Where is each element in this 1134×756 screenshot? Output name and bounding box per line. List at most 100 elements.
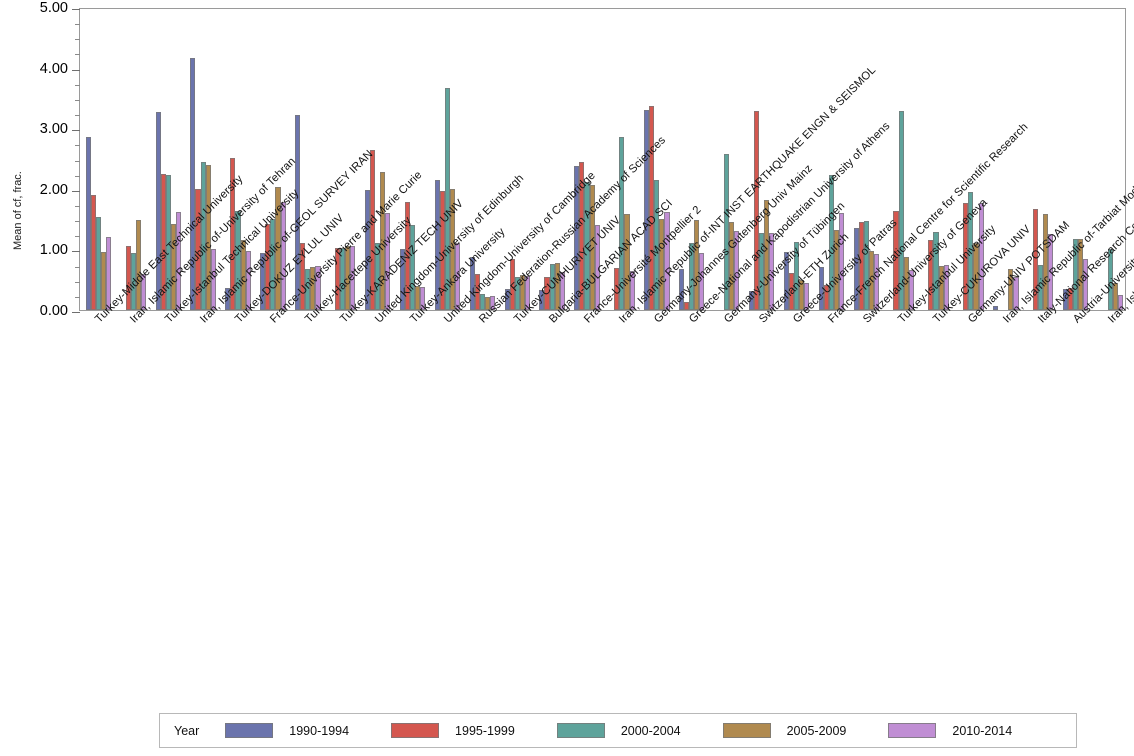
bar [963,203,969,310]
bar [574,165,580,310]
bar-group [469,9,496,310]
bar [235,210,241,310]
bar-group [85,9,112,310]
bar [1062,289,1068,310]
y-tick-minor [75,84,80,86]
bar [903,257,909,310]
legend-swatch [556,723,605,738]
bar [753,110,759,310]
bar [484,297,490,310]
y-tick-label: 2.00 [39,181,68,198]
y-tick-label: 3.00 [39,121,68,138]
bar [295,114,301,310]
bar [973,242,979,310]
bar [415,285,421,310]
bar [1107,249,1114,310]
bar [793,241,799,310]
y-tick-mark [72,190,80,192]
bar [928,240,934,310]
bar [873,254,879,310]
bar [724,154,730,310]
bar [125,245,131,310]
bar [769,233,775,310]
bar [734,230,740,310]
y-tick-mark [72,312,80,313]
legend: Year 1990-1994 1995-1999 2000-2004 2005-200… [159,713,1077,748]
bar [195,188,201,310]
bar [479,293,485,310]
bar [489,296,496,310]
bar-group [1028,9,1054,310]
legend-entry[interactable]: 1990-1994 [225,723,349,738]
bar [509,259,515,310]
bar-group [1062,9,1089,310]
bar [280,201,286,310]
plot-area [72,9,1125,313]
bar [594,224,600,310]
bar [165,174,171,310]
bar [729,221,735,310]
bar [90,194,96,310]
legend-entry[interactable]: 2005-2009 [722,723,847,738]
legend-swatch [391,723,440,738]
bar [823,285,829,310]
y-tick-minor [75,39,80,41]
bar [619,136,625,310]
bar-group [574,9,600,310]
bar [230,157,236,310]
bar [200,162,206,310]
bar [833,230,839,310]
bar-group [923,9,949,310]
bar [758,233,765,310]
y-tick-minor [75,175,80,177]
y-tick-mark [72,9,80,10]
bar [385,213,391,310]
bar [245,251,251,310]
bar-group [958,9,984,310]
legend-entry[interactable]: 2000-2004 [556,723,681,738]
bar [300,242,306,310]
legend-label: 2005-2009 [786,723,847,738]
bar [519,275,525,310]
bar [968,191,974,310]
y-tick-minor [75,54,80,56]
bar [629,270,635,310]
bar [170,223,176,310]
bar-group [993,9,1019,310]
bar [404,201,410,310]
legend-swatch [888,723,937,738]
bar [1067,287,1074,310]
bar-group [155,9,182,310]
bar [1008,269,1014,310]
bar [644,110,650,310]
bar [130,253,136,310]
y-tick-label: 0.00 [39,303,68,319]
bar [1033,209,1039,310]
legend-entry[interactable]: 1995-1999 [391,723,515,738]
bar [190,57,196,310]
bar [943,264,949,310]
bar [1118,294,1124,310]
bar [699,253,705,310]
bar [654,179,660,310]
bar-group [888,9,914,310]
bar-group [434,9,461,310]
bar [898,111,904,310]
bar [893,211,899,310]
bar [788,273,794,310]
bar [664,211,670,310]
y-tick-minor [75,115,80,117]
legend-entry[interactable]: 2010-2014 [888,723,1012,738]
y-tick-minor [75,145,80,147]
bar-group [679,9,705,310]
bar [933,232,939,310]
y-tick-mark [72,69,80,71]
bar [863,220,869,310]
bar [106,236,112,310]
bar [804,282,810,310]
y-tick-minor [75,221,80,223]
y-tick-label: 1.00 [39,242,68,259]
bar [978,202,984,310]
bar-group [121,9,147,310]
